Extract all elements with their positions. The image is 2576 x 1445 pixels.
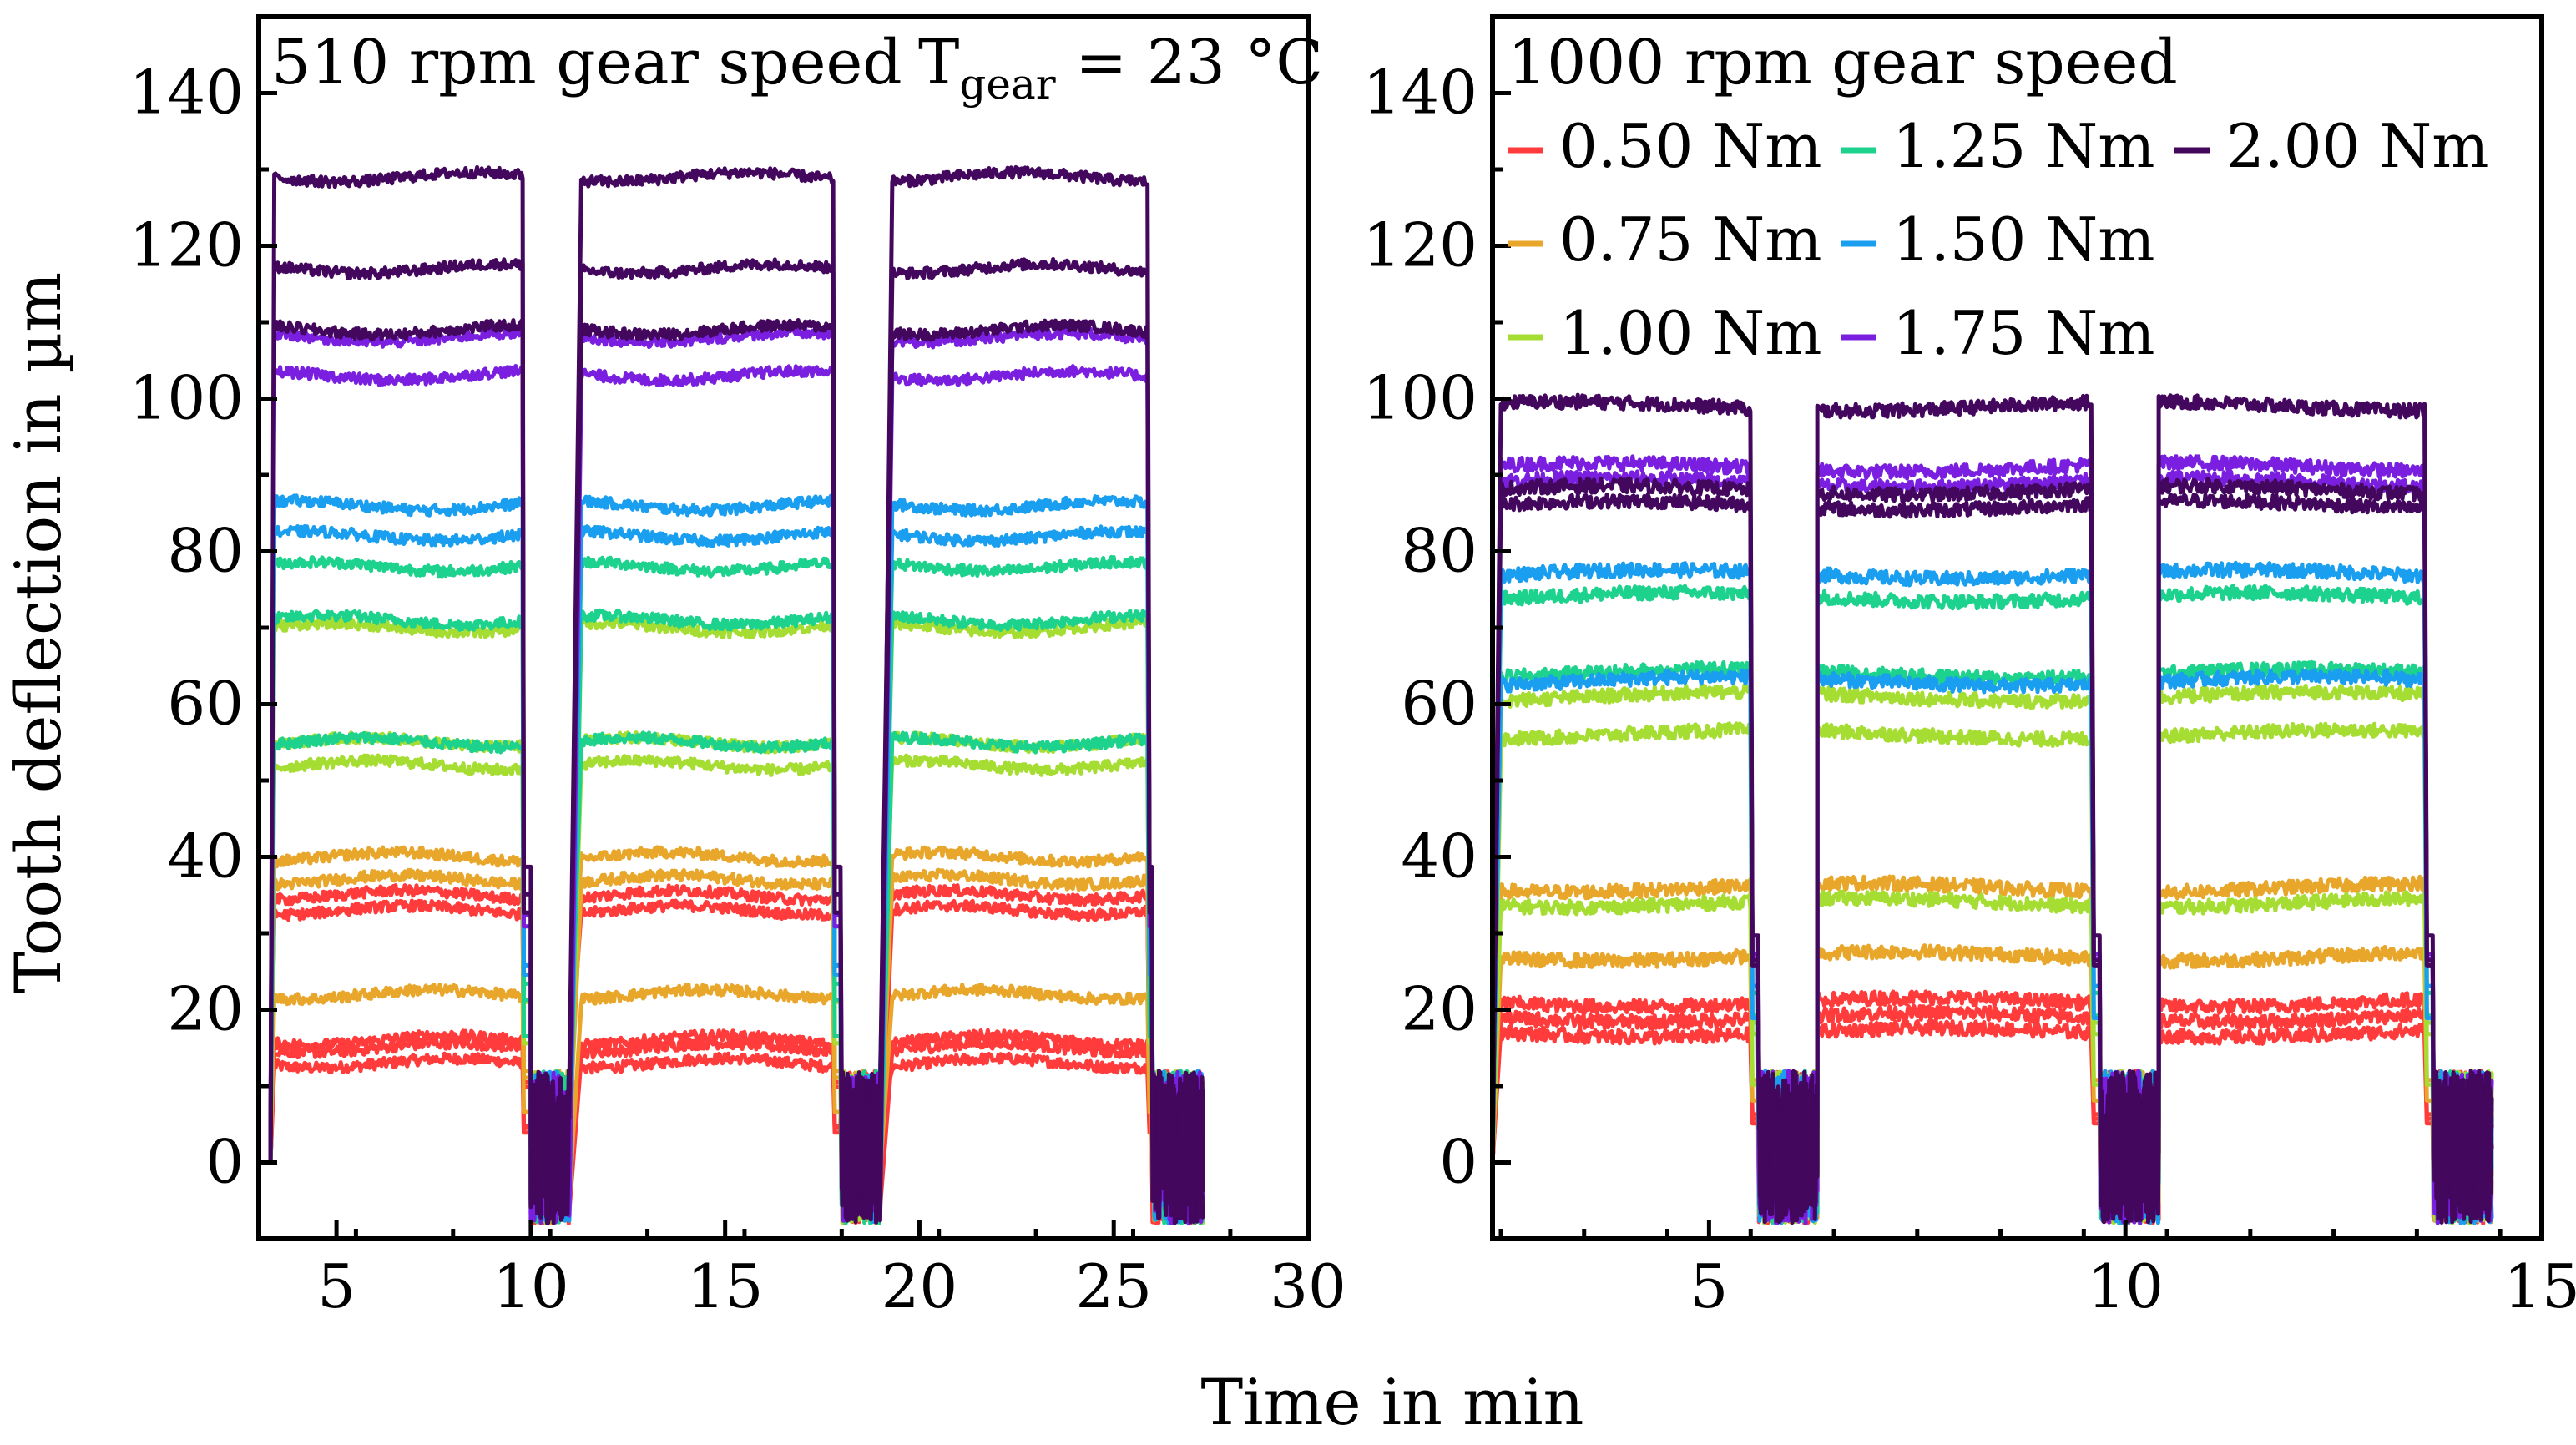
trace-2-00-nm-level-99 xyxy=(1490,392,2494,1225)
legend-label-0-75-nm: 0.75 Nm xyxy=(1559,205,1821,275)
right-axis-ticks: 0 20 40 60 80 100 120 140 5 10 15 xyxy=(1363,58,2576,1322)
left-axis-ticks: 0 20 40 60 80 100 120 140 5 10 15 20 25 30 xyxy=(129,58,1346,1322)
trace-0-75-nm-level-37 xyxy=(258,867,1205,1225)
y-tick-label: 60 xyxy=(1401,669,1477,739)
trace-1-75-nm-level-108 xyxy=(258,326,1205,1226)
trace-1-50-nm-level-86 xyxy=(258,493,1205,1225)
legend-label-1-00-nm: 1.00 Nm xyxy=(1559,298,1821,368)
trace-1-75-nm-level-91 xyxy=(1490,454,2494,1226)
x-tick-label: 30 xyxy=(1270,1251,1346,1321)
y-tick-label: 140 xyxy=(1363,58,1477,128)
x-axis-title: Time in min xyxy=(1201,1365,1584,1439)
x-tick-label: 25 xyxy=(1075,1251,1152,1321)
trace-1-00-nm-level-61 xyxy=(1490,683,2494,1226)
trace-2-00-nm-level-88 xyxy=(1490,477,2494,1225)
trace-1-00-nm-level-52 xyxy=(258,753,1205,1225)
trace-2-00-nm-level-117 xyxy=(258,257,1205,1225)
x-tick-label: 15 xyxy=(687,1251,764,1321)
trace-1-75-nm-level-103 xyxy=(258,364,1205,1225)
trace-0-75-nm-level-27 xyxy=(1490,943,2494,1225)
x-tick-label: 10 xyxy=(492,1251,569,1321)
trace-1-00-nm-level-34 xyxy=(1490,889,2494,1225)
trace-1-25-nm-level-78 xyxy=(258,554,1205,1225)
panel-510-rpm: 0 20 40 60 80 100 120 140 5 10 15 20 25 30 510 rpm ge… xyxy=(129,14,1346,1322)
trace-0-75-nm-level-36 xyxy=(1490,874,2494,1225)
y-tick-label: 80 xyxy=(167,516,244,586)
trace-1-75-nm-level-89 xyxy=(1490,469,2494,1225)
trace-1-25-nm-level-71 xyxy=(258,608,1205,1225)
y-tick-label: 80 xyxy=(1401,516,1477,586)
trace-0-50-nm-level-19 xyxy=(1490,1003,2494,1225)
panel-1000-rpm: 0 20 40 60 80 100 120 140 5 10 15 1000 rpm gear sp… xyxy=(1363,14,2576,1322)
trace-1-00-nm-level-56 xyxy=(1490,721,2494,1225)
trace-0-75-nm-level-40 xyxy=(258,845,1205,1225)
trace-0-50-nm-level-13 xyxy=(258,1051,1205,1223)
trace-1-25-nm-level-64 xyxy=(1490,659,2494,1226)
y-tick-label: 20 xyxy=(1401,974,1477,1044)
y-tick-label: 40 xyxy=(1401,821,1477,892)
trace-0-50-nm-level-21 xyxy=(1490,989,2494,1226)
trace-0-75-nm-level-22 xyxy=(258,983,1205,1225)
x-tick-label: 5 xyxy=(1690,1251,1728,1321)
right-traces xyxy=(1490,392,2494,1226)
right-plot-frame xyxy=(1490,14,2544,1241)
y-tick-label: 0 xyxy=(1439,1127,1477,1197)
legend-label-1-75-nm: 1.75 Nm xyxy=(1892,298,2154,368)
trace-1-50-nm-level-77 xyxy=(1490,560,2494,1225)
x-tick-label: 5 xyxy=(317,1251,356,1321)
trace-0-50-nm-level-35 xyxy=(258,883,1205,1225)
trace-2-00-nm-level-109 xyxy=(258,318,1205,1225)
trace-0-50-nm-level-17 xyxy=(1490,1018,2494,1225)
y-tick-label: 40 xyxy=(167,821,244,892)
trace-1-50-nm-level-63 xyxy=(1490,668,2494,1225)
trace-0-50-nm-level-33 xyxy=(258,898,1205,1225)
right-panel-title: 1000 rpm gear speed xyxy=(1508,27,2178,99)
y-tick-label: 140 xyxy=(129,58,244,128)
legend-label-2-00-nm: 2.00 Nm xyxy=(2226,111,2488,181)
left-traces xyxy=(258,164,1205,1226)
temperature-symbol: T xyxy=(918,27,959,99)
y-tick-label: 0 xyxy=(205,1127,244,1197)
trace-1-00-nm-level-70 xyxy=(258,615,1205,1224)
x-tick-label: 20 xyxy=(881,1251,958,1321)
y-tick-label: 100 xyxy=(1363,363,1477,433)
x-tick-label: 15 xyxy=(2503,1251,2576,1321)
trace-1-25-nm-level-74 xyxy=(1490,584,2494,1225)
y-tick-label: 100 xyxy=(129,363,244,433)
left-panel-title: 510 rpm gear speed xyxy=(271,27,902,99)
trace-1-00-nm-level-55 xyxy=(258,730,1205,1225)
temperature-subscript: gear xyxy=(959,60,1055,109)
trace-0-50-nm-level-16 xyxy=(258,1028,1205,1225)
y-axis-title: Tooth deflection in µm xyxy=(1,272,75,993)
temperature-value: = 23 °C xyxy=(1056,27,1323,99)
trace-1-25-nm-level-55 xyxy=(258,730,1205,1225)
legend-label-1-50-nm: 1.50 Nm xyxy=(1892,205,2154,275)
left-plot-frame xyxy=(256,14,1311,1241)
y-tick-label: 20 xyxy=(167,974,244,1044)
x-tick-label: 10 xyxy=(2087,1251,2164,1321)
y-tick-label: 120 xyxy=(129,210,244,280)
trace-1-50-nm-level-82 xyxy=(258,524,1205,1225)
y-tick-label: 60 xyxy=(167,669,244,739)
trace-2-00-nm-level-129 xyxy=(258,164,1205,1225)
trace-2-00-nm-level-86 xyxy=(1490,493,2494,1225)
y-tick-label: 120 xyxy=(1363,210,1477,280)
legend-label-0-50-nm: 0.50 Nm xyxy=(1559,111,1821,181)
torque-legend: 0.50 Nm 0.75 Nm 1.00 Nm 1.25 Nm 1.50 Nm 1.75 … xyxy=(1508,111,2488,368)
temperature-annotation: Tgear = 23 °C xyxy=(918,27,1323,109)
legend-label-1-25-nm: 1.25 Nm xyxy=(1892,111,2154,181)
